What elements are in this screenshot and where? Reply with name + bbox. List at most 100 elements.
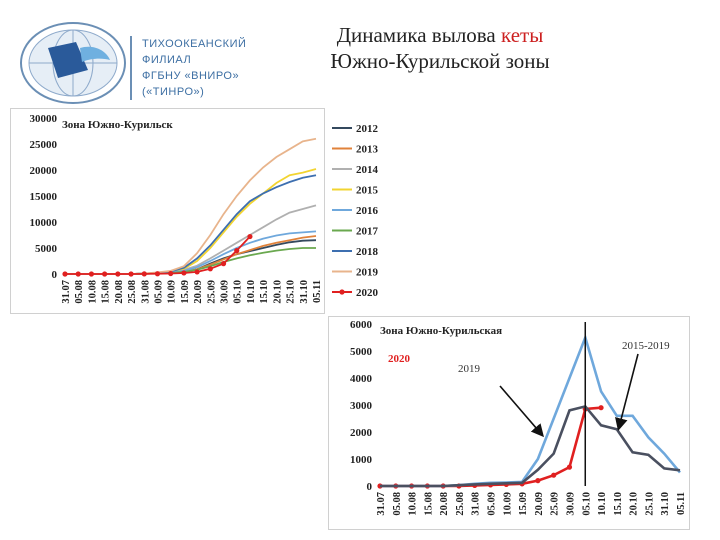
- chart-title: Зона Южно-Курильск: [62, 119, 173, 131]
- x-tick-label: 20.08: [439, 492, 450, 516]
- annotation-arrow: [615, 353, 639, 432]
- series-point: [598, 405, 604, 411]
- x-tick-label: 31.08: [471, 492, 482, 516]
- legend-label: 2019: [356, 267, 379, 279]
- daily-catch-chart: Зона Южно-Курильская 0 1000 2000 3000 4000 500…: [328, 316, 690, 530]
- org-line: ТИХООКЕАНСКИЙ: [142, 38, 247, 50]
- org-line: ФИЛИАЛ: [142, 54, 192, 66]
- x-tick-label: 05.08: [392, 492, 403, 516]
- series-point: [194, 269, 200, 275]
- title-text: Динамика вылова: [336, 23, 502, 47]
- x-tick-label: 10.09: [167, 280, 178, 304]
- title-line-2: Южно-Курильской зоны: [330, 49, 550, 73]
- series-point: [566, 464, 573, 470]
- y-tick-label: 25000: [30, 139, 58, 151]
- legend-marker: [339, 289, 345, 295]
- y-tick-label: 0: [367, 481, 373, 493]
- annotation-arrow: [499, 385, 544, 438]
- x-tick-label: 10.08: [87, 280, 98, 304]
- x-tick-label: 05.09: [153, 280, 164, 304]
- globe-fish-logo-icon: [20, 22, 126, 104]
- x-tick-label: 20.09: [534, 492, 545, 516]
- x-tick-label: 10.09: [502, 492, 513, 516]
- x-tick-label: 05.11: [676, 492, 687, 515]
- annotation-label: 2015-2019: [622, 340, 670, 352]
- x-tick-label: 31.10: [660, 492, 671, 516]
- page-title: Динамика вылова кеты Южно-Курильской зон…: [290, 22, 590, 74]
- y-tick-label: 30000: [30, 113, 58, 125]
- y-tick-label: 6000: [350, 319, 373, 331]
- x-tick-label: 31.08: [140, 280, 151, 304]
- legend-label: 2017: [356, 226, 379, 238]
- annotation-label: 2019: [458, 363, 481, 375]
- x-tick-label: 25.08: [455, 492, 466, 516]
- legend-label: 2020: [356, 287, 379, 299]
- legend-label: 2013: [356, 144, 379, 156]
- annotation-label: 2020: [388, 353, 411, 365]
- series-point: [128, 271, 134, 277]
- series-point: [551, 472, 557, 478]
- x-tick-label: 25.09: [550, 492, 561, 516]
- y-tick-label: 0: [52, 269, 58, 281]
- y-tick-label: 1000: [350, 454, 373, 466]
- x-tick-label: 25.10: [644, 492, 655, 516]
- series-point: [168, 270, 174, 277]
- y-tick-label: 15000: [30, 191, 58, 203]
- chart-frame: [328, 316, 690, 530]
- chart-title: Зона Южно-Курильская: [380, 325, 502, 337]
- series-point: [234, 248, 240, 254]
- y-tick-label: 2000: [350, 427, 373, 439]
- x-tick-label: 15.10: [613, 492, 624, 516]
- org-line: ФГБНУ «ВНИРО»: [142, 70, 240, 82]
- x-tick-label: 20.10: [272, 280, 283, 304]
- series-point: [535, 478, 541, 484]
- x-tick-label: 05.10: [581, 492, 592, 516]
- x-tick-label: 20.10: [629, 492, 640, 516]
- x-tick-label: 25.08: [127, 280, 138, 304]
- x-tick-label: 10.10: [246, 280, 257, 304]
- x-tick-label: 31.10: [299, 280, 310, 304]
- series-point: [115, 271, 121, 277]
- series-point: [220, 261, 227, 267]
- x-tick-label: 20.08: [114, 280, 125, 304]
- series-line: [380, 404, 681, 488]
- legend-label: 2012: [356, 123, 379, 135]
- series-point: [102, 271, 108, 277]
- y-tick-label: 3000: [350, 400, 373, 412]
- series-point: [62, 271, 68, 277]
- cumulative-catch-chart: Зона Южно-Курильск 0 5000 10000 15000 20000 25…: [10, 108, 325, 314]
- y-tick-label: 4000: [350, 373, 373, 385]
- x-tick-label: 10.08: [408, 492, 419, 516]
- y-tick-label: 5000: [35, 243, 58, 255]
- x-tick-label: 31.07: [376, 492, 387, 516]
- x-tick-label: 25.09: [206, 280, 217, 304]
- x-tick-label: 15.09: [518, 492, 529, 516]
- x-tick-label: 15.09: [180, 280, 191, 304]
- x-tick-label: 10.10: [597, 492, 608, 516]
- series-point: [141, 271, 147, 277]
- y-tick-label: 5000: [350, 346, 373, 358]
- x-tick-label: 15.10: [259, 280, 270, 304]
- x-tick-label: 15.08: [101, 280, 112, 304]
- series-point: [207, 266, 213, 272]
- y-tick-label: 20000: [30, 165, 58, 177]
- series-point: [181, 270, 187, 276]
- chart-frame: [10, 108, 325, 314]
- x-tick-label: 30.09: [565, 492, 576, 516]
- org-line: («ТИНРО»): [142, 86, 205, 98]
- x-tick-label: 25.10: [286, 280, 297, 304]
- x-tick-label: 15.08: [423, 492, 434, 516]
- organization-name: ТИХООКЕАНСКИЙ ФИЛИАЛ ФГБНУ «ВНИРО» («ТИН…: [130, 36, 246, 100]
- x-tick-label: 20.09: [193, 280, 204, 304]
- x-tick-label: 05.09: [487, 492, 498, 516]
- legend-label: 2014: [356, 164, 379, 176]
- x-tick-label: 05.11: [312, 280, 323, 303]
- series-point: [154, 271, 161, 277]
- chart-legend: 2012 2013 2014 2015 2016 2017 2018 2019 2020: [332, 123, 379, 299]
- legend-label: 2015: [356, 185, 379, 197]
- x-tick-label: 05.08: [74, 280, 85, 304]
- series-point: [247, 233, 253, 240]
- legend-label: 2018: [356, 246, 379, 258]
- x-tick-label: 05.10: [233, 280, 244, 304]
- x-tick-label: 30.09: [220, 280, 231, 304]
